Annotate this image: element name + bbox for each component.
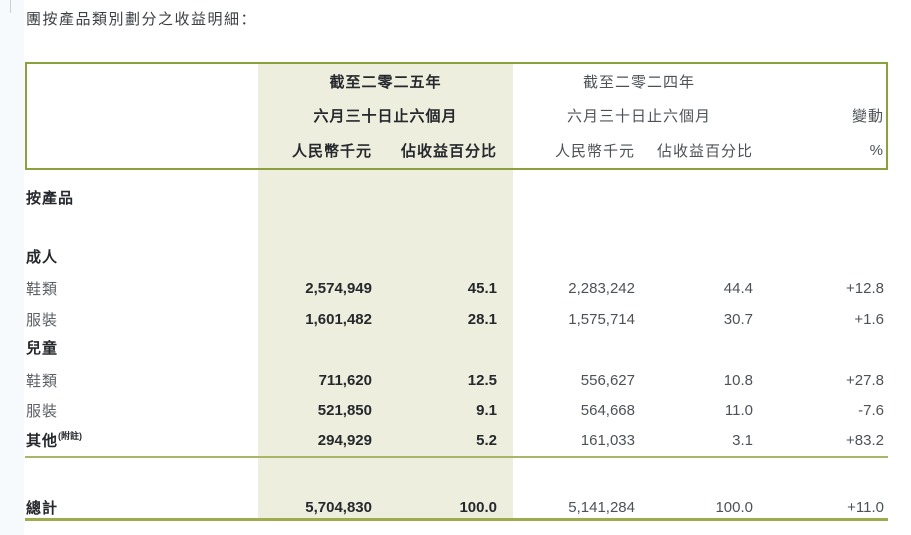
value-2025: 1,601,482 <box>305 310 372 328</box>
change-pct: +83.2 <box>846 431 884 449</box>
subtotal-divider-line <box>25 456 888 458</box>
table-row-adult-apparel: 服裝 1,601,482 28.1 1,575,714 30.7 +1.6 <box>25 304 888 334</box>
value-2024: 564,668 <box>580 401 635 419</box>
total-value-2025: 5,704,830 <box>305 498 372 516</box>
pct-2024: 30.7 <box>723 310 753 328</box>
unit-pct-2025: 佔收益百分比 <box>400 143 497 161</box>
table-row-others: 其他(附註) 294,929 5.2 161,033 3.1 +83.2 <box>25 425 888 455</box>
pct-2025: 5.2 <box>476 431 497 449</box>
change-pct: -7.6 <box>858 401 884 419</box>
table-bottom-rule <box>25 518 888 521</box>
row-label: 其他 <box>26 432 59 450</box>
current-period-highlight-band <box>258 62 513 520</box>
header-subperiod-row: 六月三十日止六個月 六月三十日止六個月 變動 <box>27 99 886 134</box>
table-row-total: 總計 5,704,830 100.0 5,141,284 100.0 +11.0 <box>25 492 888 522</box>
row-label-with-note: 其他(附註) <box>25 429 258 450</box>
row-label: 兒童 <box>26 339 59 357</box>
change-pct: +12.8 <box>846 279 884 297</box>
pct-2025: 9.1 <box>476 401 497 419</box>
unit-rmb-2025: 人民幣千元 <box>291 143 372 161</box>
table-section-by-product: 按產品 <box>25 182 888 212</box>
row-label: 服裝 <box>26 311 59 329</box>
total-pct-2024: 100.0 <box>715 498 753 516</box>
footnote-marker: (附註) <box>58 431 83 442</box>
section-title: 團按產品類別劃分之收益明細： <box>26 11 258 28</box>
window-edge-line <box>10 0 11 13</box>
pct-2024: 3.1 <box>732 431 753 449</box>
total-pct-2025: 100.0 <box>459 498 497 516</box>
total-value-2024: 5,141,284 <box>568 498 635 516</box>
header-units-row: 人民幣千元 佔收益百分比 人民幣千元 佔收益百分比 % <box>27 133 886 168</box>
table-row-adults: 成人 <box>25 241 888 271</box>
section-label: 按產品 <box>26 189 75 207</box>
page-left-margin <box>0 0 24 535</box>
table-row-child-footwear: 鞋類 711,620 12.5 556,627 10.8 +27.8 <box>25 365 888 395</box>
row-label: 鞋類 <box>26 280 59 298</box>
value-2025: 521,850 <box>317 401 372 419</box>
row-label: 成人 <box>26 248 59 266</box>
total-change-pct: +11.0 <box>847 498 884 516</box>
unit-pct-2024: 佔收益百分比 <box>656 143 753 161</box>
period-2024-title: 截至二零二四年 <box>582 73 695 91</box>
value-2024: 2,283,242 <box>568 279 635 297</box>
period-2025-title: 截至二零二五年 <box>329 73 442 91</box>
value-2025: 294,929 <box>317 431 372 449</box>
value-2024: 556,627 <box>580 371 635 389</box>
change-column-label: 變動 <box>851 108 884 126</box>
row-label: 鞋類 <box>26 372 59 390</box>
change-pct: +1.6 <box>854 310 884 328</box>
change-unit-label: % <box>869 142 884 160</box>
table-row-adult-footwear: 鞋類 2,574,949 45.1 2,283,242 44.4 +12.8 <box>25 273 888 303</box>
table-row-child-apparel: 服裝 521,850 9.1 564,668 11.0 -7.6 <box>25 395 888 425</box>
table-header: 截至二零二五年 截至二零二四年 六月三十日止六個月 六月三十日止六個月 變動 人… <box>25 62 888 170</box>
header-period-row: 截至二零二五年 截至二零二四年 <box>27 64 886 99</box>
total-label: 總計 <box>26 499 59 517</box>
value-2024: 1,575,714 <box>568 310 635 328</box>
table-row-children: 兒童 <box>25 332 888 362</box>
change-pct: +27.8 <box>846 371 884 389</box>
pct-2025: 12.5 <box>467 371 497 389</box>
value-2025: 2,574,949 <box>305 279 372 297</box>
revenue-by-product-table: 截至二零二五年 截至二零二四年 六月三十日止六個月 六月三十日止六個月 變動 人… <box>25 62 888 524</box>
pct-2025: 45.1 <box>467 279 497 297</box>
unit-rmb-2024: 人民幣千元 <box>554 143 635 161</box>
period-2024-subtitle: 六月三十日止六個月 <box>566 108 711 126</box>
pct-2024: 11.0 <box>724 401 753 419</box>
pct-2025: 28.1 <box>467 310 497 328</box>
period-2025-subtitle: 六月三十日止六個月 <box>313 108 458 126</box>
value-2025: 711,620 <box>318 371 372 389</box>
row-label: 服裝 <box>26 402 59 420</box>
pct-2024: 44.4 <box>723 279 753 297</box>
pct-2024: 10.8 <box>723 371 753 389</box>
value-2024: 161,033 <box>580 431 635 449</box>
